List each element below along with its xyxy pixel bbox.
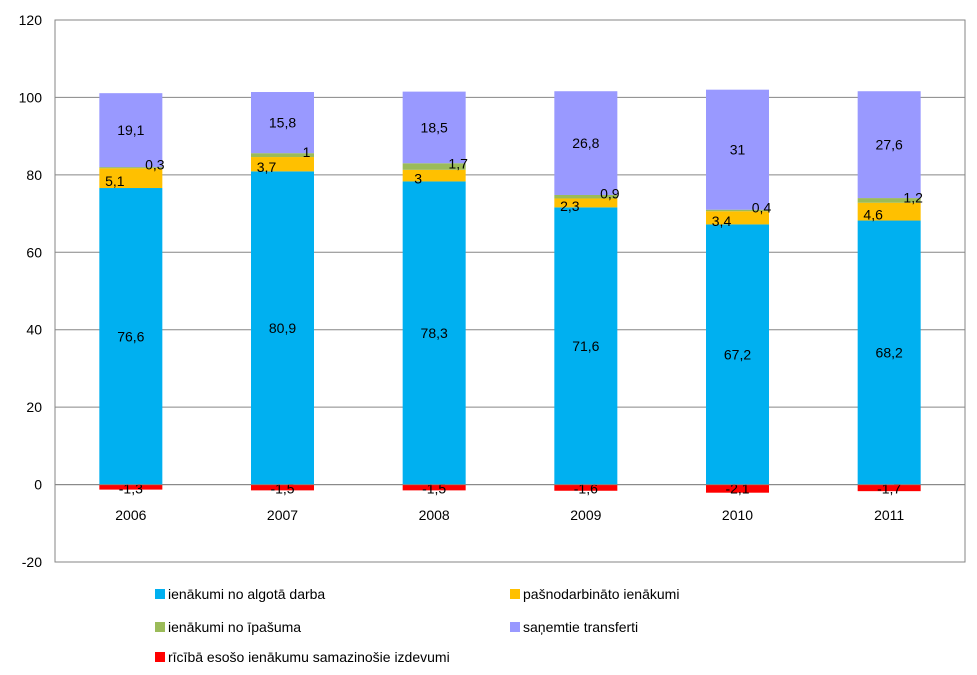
data-label-2011-s4: -1,7	[877, 481, 901, 497]
data-label-2006-s0: 76,6	[117, 328, 144, 344]
bar-segment-2007-s0	[251, 171, 314, 485]
data-label-2006-s1: 5,1	[105, 173, 125, 189]
y-tick-label: 120	[19, 12, 43, 28]
data-label-2008-s1: 3	[414, 171, 422, 187]
legend-label-2: ienākumi no īpašuma	[168, 619, 301, 635]
bar-segment-2008-s2	[402, 163, 466, 170]
y-tick-label: -20	[22, 554, 42, 570]
bar-segment-2007-s1	[251, 157, 314, 172]
data-label-2010-s0: 67,2	[724, 346, 751, 362]
label-layer: 76,65,10,319,1-1,380,93,7115,8-1,578,331…	[105, 115, 923, 497]
legend-swatch-2	[155, 622, 165, 632]
x-tick-label: 2010	[722, 507, 753, 523]
bar-segment-2007-s2	[251, 153, 314, 158]
data-label-2011-s0: 68,2	[876, 345, 903, 361]
bar-segment-2009-s3	[554, 91, 618, 195]
legend-label-3: saņemtie transferti	[523, 619, 638, 635]
bar-segment-2010-s4	[706, 484, 769, 493]
data-label-2010-s4: -2,1	[725, 481, 749, 497]
bar-segment-2007-s3	[251, 92, 314, 154]
axis-layer: -20 0 20 40 60 80 100 120 2006 2007 2008 2009 2010 20…	[19, 12, 965, 570]
x-tick-label: 2006	[115, 507, 146, 523]
data-label-2009-s0: 71,6	[572, 338, 599, 354]
data-label-2009-s2: 0,9	[600, 186, 620, 202]
bar-segment-2008-s3	[402, 91, 466, 164]
data-label-2009-s1: 2,3	[560, 198, 580, 214]
data-label-2008-s0: 78,3	[421, 325, 448, 341]
data-label-2011-s3: 27,6	[876, 137, 903, 153]
data-label-2009-s4: -1,6	[574, 481, 598, 497]
data-label-2007-s2: 1	[303, 144, 311, 160]
data-label-2006-s3: 19,1	[117, 122, 144, 138]
data-label-2011-s2: 1,2	[903, 189, 923, 205]
x-tick-label: 2011	[874, 507, 904, 523]
data-label-2010-s1: 3,4	[712, 213, 732, 229]
bar-segment-2011-s0	[857, 220, 921, 485]
x-tick-label: 2009	[570, 507, 601, 523]
bar-segment-2009-s0	[554, 207, 618, 485]
data-label-2008-s4: -1,5	[422, 481, 446, 497]
bar-segment-2009-s1	[554, 198, 618, 208]
legend-label-4: rīcībā esošo ienākumu samazinošie izdevu…	[168, 649, 450, 665]
bar-segment-2008-s4	[402, 484, 466, 491]
data-label-2010-s2: 0,4	[752, 199, 772, 215]
data-label-2009-s3: 26,8	[572, 135, 599, 151]
bar-segment-2006-s3	[99, 93, 163, 168]
bar-segment-2010-s0	[706, 224, 769, 485]
x-tick-label: 2008	[419, 507, 450, 523]
bar-segment-2007-s4	[251, 484, 314, 491]
bar-segment-2009-s4	[554, 484, 618, 491]
y-tick-label: 40	[26, 322, 42, 338]
bar-segment-2008-s0	[402, 181, 466, 485]
legend: ienākumi no algotā darba pašnodarbināto i…	[155, 586, 679, 665]
bar-segment-2006-s1	[99, 168, 163, 189]
data-label-2007-s4: -1,5	[270, 481, 294, 497]
data-label-2010-s3: 31	[730, 142, 746, 158]
data-label-2006-s2: 0,3	[145, 157, 165, 173]
legend-swatch-0	[155, 589, 165, 599]
bar-segment-2011-s4	[857, 484, 921, 492]
data-label-2007-s0: 80,9	[269, 320, 296, 336]
legend-swatch-1	[510, 589, 520, 599]
data-label-2008-s3: 18,5	[421, 119, 448, 135]
legend-swatch-4	[155, 652, 165, 662]
bar-segment-2011-s1	[857, 202, 921, 221]
x-tick-label: 2007	[267, 507, 298, 523]
legend-swatch-3	[510, 622, 520, 632]
data-label-2008-s2: 1,7	[448, 156, 468, 172]
data-label-2007-s3: 15,8	[269, 115, 296, 131]
legend-label-1: pašnodarbināto ienākumi	[523, 586, 679, 602]
plot-area-border	[54, 19, 966, 563]
data-label-2011-s1: 4,6	[863, 207, 883, 223]
bar-segment-2006-s0	[99, 188, 163, 485]
bar-segment-2010-s3	[706, 89, 769, 210]
legend-label-0: ienākumi no algotā darba	[168, 586, 325, 602]
bar-segment-2010-s1	[706, 211, 769, 225]
bar-segment-2011-s3	[857, 91, 921, 199]
bar-segment-2011-s2	[857, 198, 921, 203]
bar-segment-2009-s2	[554, 194, 618, 199]
y-tick-label: 100	[19, 89, 43, 105]
y-tick-label: 0	[34, 477, 42, 493]
bar-segment-2006-s4	[99, 484, 163, 490]
bar-layer	[99, 89, 921, 493]
y-tick-label: 60	[26, 244, 42, 260]
bar-segment-2010-s2	[706, 209, 769, 212]
data-label-2007-s1: 3,7	[257, 159, 277, 175]
bar-segment-2006-s2	[99, 167, 163, 169]
y-tick-label: 20	[26, 399, 42, 415]
data-label-2006-s4: -1,3	[119, 481, 143, 497]
y-tick-label: 80	[26, 167, 42, 183]
bar-segment-2008-s1	[402, 169, 466, 182]
grid-layer	[54, 19, 966, 563]
